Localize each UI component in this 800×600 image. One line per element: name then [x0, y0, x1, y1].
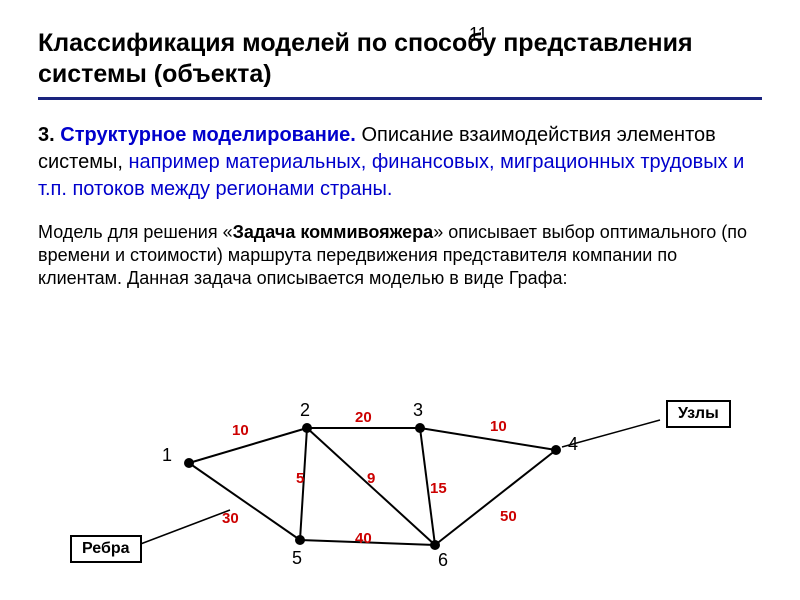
body-pre: Модель для решения « [38, 222, 233, 242]
graph-edge [189, 463, 300, 540]
legend-nodes-box: Узлы [666, 400, 731, 428]
body-bold: Задача коммивояжера [233, 222, 434, 242]
edge-weight: 30 [222, 510, 239, 527]
edge-weight: 15 [430, 480, 447, 497]
node-label: 6 [438, 550, 448, 571]
section-paragraph: 3. Структурное моделирование. Описание в… [38, 122, 762, 203]
legend-edges-box: Ребра [70, 535, 142, 563]
edge-weight: 40 [355, 530, 372, 547]
edge-weight: 5 [296, 470, 304, 487]
node-label: 5 [292, 548, 302, 569]
node-label: 4 [568, 434, 578, 455]
graph-node [551, 445, 561, 455]
node-label: 1 [162, 445, 172, 466]
node-label: 2 [300, 400, 310, 421]
section-name: Структурное моделирование. [60, 124, 356, 146]
edge-weight: 9 [367, 470, 375, 487]
graph-node [415, 423, 425, 433]
section-desc-blue: например материальных, финансовых, мигра… [38, 151, 744, 200]
page-number: 11 [469, 24, 488, 45]
edge-weight: 10 [490, 418, 507, 435]
title-divider [38, 97, 762, 100]
graph-node [295, 535, 305, 545]
legend-pointer [130, 510, 230, 548]
graph-node [302, 423, 312, 433]
edge-weight: 10 [232, 422, 249, 439]
graph-node [184, 458, 194, 468]
section-number: 3. [38, 124, 55, 146]
graph-node [430, 540, 440, 550]
page-title: Классификация моделей по способу предста… [38, 28, 762, 91]
edge-weight: 50 [500, 508, 517, 525]
graph-edge [420, 428, 556, 450]
node-label: 3 [413, 400, 423, 421]
edge-weight: 20 [355, 409, 372, 426]
body-paragraph: Модель для решения «Задача коммивояжера»… [38, 221, 762, 291]
graph-edge [435, 450, 556, 545]
